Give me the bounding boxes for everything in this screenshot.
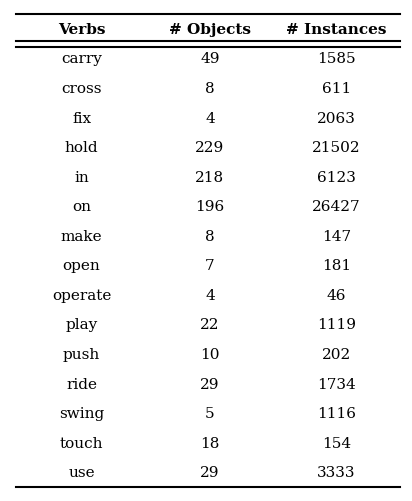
Text: 2063: 2063 xyxy=(317,111,356,125)
Text: 611: 611 xyxy=(322,82,351,96)
Text: 3333: 3333 xyxy=(317,465,356,479)
Text: 46: 46 xyxy=(327,289,346,302)
Text: Verbs: Verbs xyxy=(58,23,105,37)
Text: 7: 7 xyxy=(205,259,215,273)
Text: operate: operate xyxy=(52,289,111,302)
Text: carry: carry xyxy=(61,52,102,66)
Text: 202: 202 xyxy=(322,347,351,361)
Text: 1119: 1119 xyxy=(317,318,356,332)
Text: 218: 218 xyxy=(195,170,225,184)
Text: 4: 4 xyxy=(205,111,215,125)
Text: 29: 29 xyxy=(200,377,220,391)
Text: 22: 22 xyxy=(200,318,220,332)
Text: 1116: 1116 xyxy=(317,406,356,420)
Text: ride: ride xyxy=(66,377,97,391)
Text: 196: 196 xyxy=(195,200,225,214)
Text: 10: 10 xyxy=(200,347,220,361)
Text: play: play xyxy=(66,318,98,332)
Text: hold: hold xyxy=(65,141,98,155)
Text: 29: 29 xyxy=(200,465,220,479)
Text: push: push xyxy=(63,347,100,361)
Text: swing: swing xyxy=(59,406,104,420)
Text: open: open xyxy=(63,259,101,273)
Text: in: in xyxy=(74,170,89,184)
Text: 18: 18 xyxy=(200,436,220,450)
Text: cross: cross xyxy=(61,82,102,96)
Text: fix: fix xyxy=(72,111,91,125)
Text: 4: 4 xyxy=(205,289,215,302)
Text: 5: 5 xyxy=(205,406,215,420)
Text: 1585: 1585 xyxy=(317,52,356,66)
Text: # Instances: # Instances xyxy=(286,23,387,37)
Text: 8: 8 xyxy=(205,229,215,243)
Text: # Objects: # Objects xyxy=(169,23,251,37)
Text: 1734: 1734 xyxy=(317,377,356,391)
Text: 229: 229 xyxy=(195,141,225,155)
Text: on: on xyxy=(72,200,91,214)
Text: make: make xyxy=(61,229,103,243)
Text: 6123: 6123 xyxy=(317,170,356,184)
Text: 8: 8 xyxy=(205,82,215,96)
Text: touch: touch xyxy=(60,436,103,450)
Text: 49: 49 xyxy=(200,52,220,66)
Text: 147: 147 xyxy=(322,229,351,243)
Text: 154: 154 xyxy=(322,436,351,450)
Text: 21502: 21502 xyxy=(312,141,361,155)
Text: use: use xyxy=(68,465,95,479)
Text: 181: 181 xyxy=(322,259,351,273)
Text: 26427: 26427 xyxy=(312,200,361,214)
